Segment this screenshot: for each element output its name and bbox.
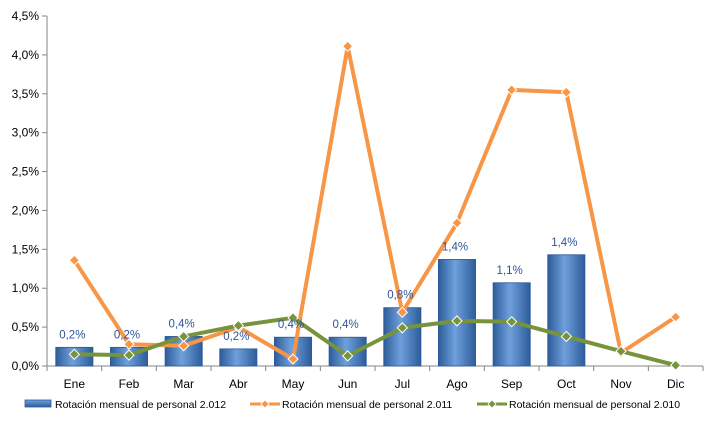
series-line (72, 44, 678, 361)
diamond-marker (615, 345, 627, 357)
y-tick-label: 4,5% (12, 9, 40, 23)
diamond-marker (287, 353, 299, 365)
x-tick-label: Oct (557, 377, 576, 391)
diamond-marker (232, 319, 245, 332)
data-label: 0,8% (387, 290, 413, 302)
legend-marker (487, 399, 497, 409)
axes: 0,0% 0,5% 1,0% 1,5% 2,0% 2,5% 3,0% 3,5% 4,0% 4,5%… (12, 9, 704, 391)
y-tick-label: 0,5% (12, 320, 40, 334)
legend: Rotación mensual de personal 2.012 Rotaci… (24, 399, 680, 411)
y-tick-label: 2,0% (12, 203, 40, 217)
diamond-marker (669, 311, 682, 323)
bar (219, 348, 258, 367)
data-label: 1,4% (551, 237, 577, 249)
y-tick-label: 3,5% (12, 87, 40, 101)
data-label: 0,2% (223, 331, 249, 343)
diamond-marker (177, 330, 190, 343)
legend-label: Rotación mensual de personal 2.011 (282, 399, 452, 411)
diamond-marker (123, 338, 135, 350)
legend-swatch (24, 399, 52, 408)
y-tick-label: 2,5% (12, 165, 40, 179)
y-tick-label: 4,0% (12, 48, 40, 62)
diamond-marker (68, 254, 81, 266)
data-labels: 0,2% 0,2% 0,4% 0,2% 0,4% 0,4% 0,8% 1,4% 1,1% 1,4% (59, 237, 577, 343)
diamond-marker (451, 315, 463, 327)
diamond-marker (177, 340, 190, 352)
x-tick-label: Abr (229, 377, 248, 391)
diamond-marker (560, 86, 573, 98)
diamond-marker (560, 330, 573, 343)
x-tick-label: Sep (501, 377, 523, 391)
bar (438, 259, 476, 367)
diamond-marker (341, 40, 354, 53)
diamond-marker (505, 315, 518, 328)
y-tick-label: 0,0% (12, 359, 40, 373)
line-series (68, 40, 682, 371)
legend-marker (260, 399, 270, 409)
y-tick-label: 1,5% (12, 242, 40, 256)
x-tick-label: Jul (395, 377, 410, 391)
diamond-marker (287, 312, 299, 324)
diamond-marker (396, 322, 409, 334)
bar (547, 254, 586, 367)
x-tick-label: May (282, 377, 305, 391)
data-label: 0,4% (278, 319, 304, 331)
series-line (72, 315, 678, 368)
x-tick-label: Ago (446, 377, 468, 391)
data-label: 0,2% (59, 329, 85, 341)
diamond-marker (505, 84, 518, 96)
x-tick-label: Jun (338, 377, 357, 391)
diamond-marker (68, 348, 81, 361)
diamond-marker (451, 217, 463, 229)
data-label: 1,1% (497, 265, 523, 277)
data-label: 0,4% (333, 319, 359, 331)
diamond-marker (341, 350, 354, 362)
data-label: 1,4% (442, 241, 468, 253)
legend-label: Rotación mensual de personal 2.012 (55, 399, 226, 411)
data-label: 0,2% (114, 329, 140, 341)
diamond-marker (123, 349, 135, 361)
diamond-marker (669, 359, 682, 371)
legend-label: Rotación mensual de personal 2.010 (509, 399, 680, 411)
data-label: 0,4% (169, 318, 195, 330)
x-tick-label: Mar (173, 377, 194, 391)
x-tick-label: Feb (119, 377, 140, 391)
diamond-marker (396, 306, 409, 319)
y-tick-label: 1,0% (12, 281, 40, 295)
x-tick-label: Ene (64, 377, 86, 391)
y-tick-label: 3,0% (12, 126, 40, 140)
x-tick-label: Dic (667, 377, 684, 391)
x-tick-label: Nov (610, 377, 631, 391)
